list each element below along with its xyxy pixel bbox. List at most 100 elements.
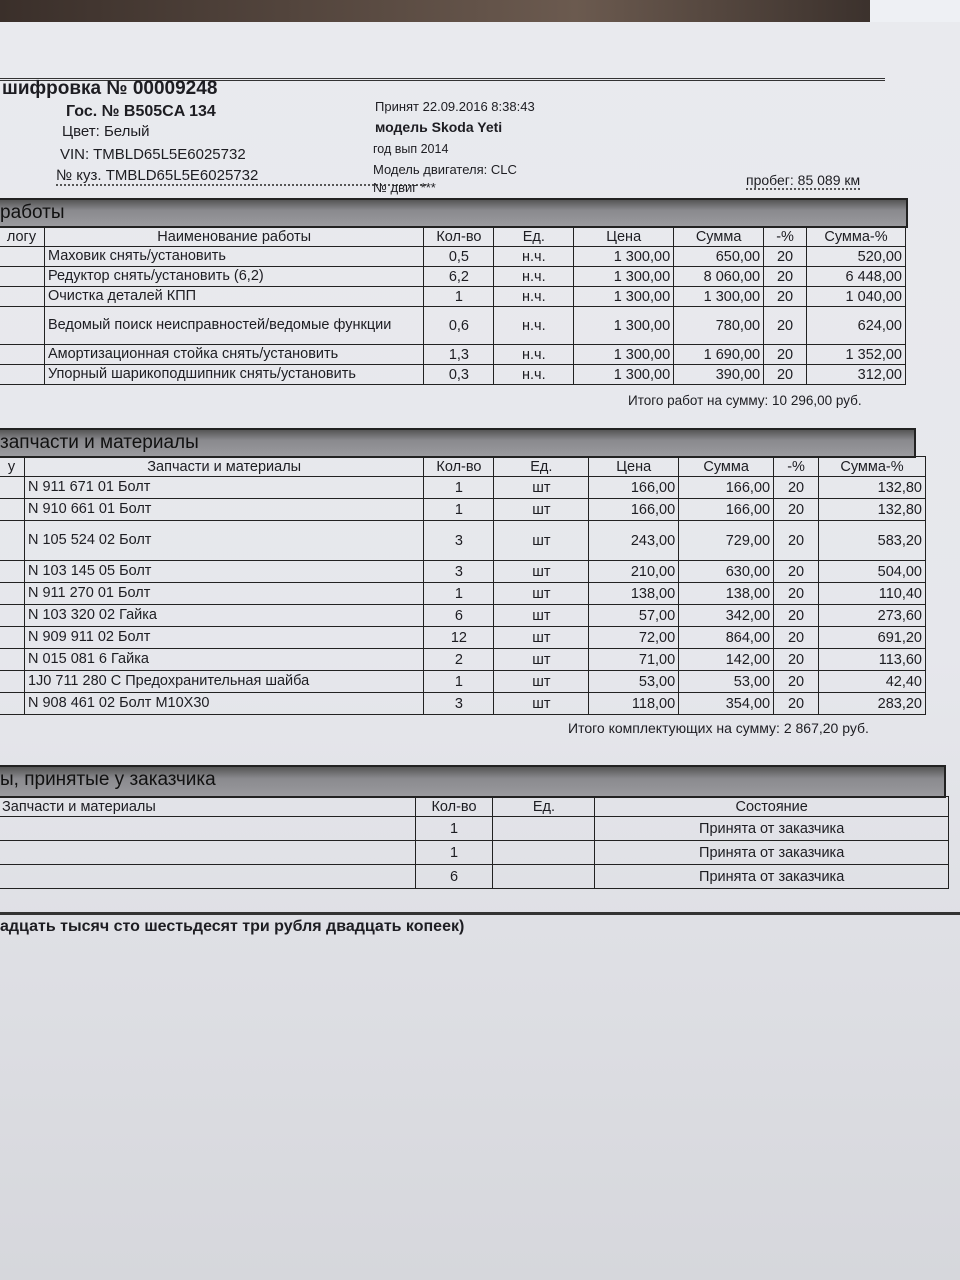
table-cell: 166,00: [678, 476, 775, 499]
body-number: № куз. TMBLD65L5E6025732: [56, 167, 426, 186]
table-cell: 312,00: [806, 364, 906, 385]
table-cell: 20: [763, 364, 808, 385]
table-cell: [492, 864, 596, 889]
table-cell: 1 300,00: [573, 364, 675, 385]
column-header: Сумма: [673, 226, 765, 247]
table-cell: N 911 671 01 Болт: [23, 476, 425, 499]
table-cell: 1: [423, 498, 495, 521]
engine-model: Модель двигателя: CLC: [373, 162, 517, 177]
table-row: Амортизационная стойка снять/установить 1…: [0, 344, 906, 365]
header-row: у Запчасти и материалы Кол-во Ед. Цена Сумма -…: [0, 456, 926, 477]
column-header: -%: [763, 226, 808, 247]
table-cell: N 910 661 01 Болт: [23, 498, 425, 521]
table-cell: 20: [763, 306, 808, 345]
column-header: Кол-во: [423, 226, 495, 247]
table-cell: 1: [414, 816, 494, 841]
table-cell: 20: [763, 344, 808, 365]
table-cell: 20: [763, 286, 808, 307]
table-cell: 210,00: [588, 560, 680, 583]
table-cell: [0, 582, 25, 605]
table-cell: 132,80: [818, 476, 926, 499]
table-cell: 1: [414, 840, 494, 865]
table-row: 1 Принята от заказчика: [0, 816, 949, 841]
table-cell: 6 448,00: [806, 266, 906, 287]
header-row: Запчасти и материалы Кол-во Ед. Состояние: [0, 796, 949, 817]
vin: VIN: TMBLD65L5E6025732: [60, 146, 246, 163]
table-cell: Амортизационная стойка снять/установить: [43, 344, 425, 365]
table-cell: 142,00: [678, 648, 775, 671]
table-cell: 342,00: [678, 604, 775, 627]
header-rule: [0, 78, 885, 81]
table-row: N 103 145 05 Болт 3 шт 210,00 630,00 20 504,00: [0, 560, 926, 583]
table-cell: 0,3: [423, 364, 495, 385]
table-cell: 20: [763, 266, 808, 287]
table-cell: шт: [493, 520, 590, 561]
table-row: N 015 081 6 Гайка 2 шт 71,00 142,00 20 113,60: [0, 648, 926, 671]
table-cell: 132,80: [818, 498, 926, 521]
column-header: логу: [0, 226, 45, 247]
parts-table: у Запчасти и материалы Кол-во Ед. Цена Сумма -…: [0, 456, 926, 715]
table-cell: Ведомый поиск неисправностей/ведомые фун…: [43, 306, 425, 345]
table-cell: [0, 864, 416, 889]
table-cell: [0, 816, 416, 841]
table-row: 6 Принята от заказчика: [0, 864, 949, 889]
table-cell: Маховик снять/установить: [43, 246, 425, 267]
column-header: Наименование работы: [43, 226, 425, 247]
table-cell: 42,40: [818, 670, 926, 693]
accepted-date: Принят 22.09.2016 8:38:43: [375, 99, 535, 114]
table-cell: н.ч.: [493, 306, 575, 345]
footer-rule: [0, 912, 960, 915]
table-cell: Принята от заказчика: [594, 864, 949, 889]
table-cell: 72,00: [588, 626, 680, 649]
column-header: Запчасти и материалы: [23, 456, 425, 477]
table-cell: N 911 270 01 Болт: [23, 582, 425, 605]
table-cell: 110,40: [818, 582, 926, 605]
table-cell: 166,00: [588, 476, 680, 499]
table-cell: 20: [773, 648, 820, 671]
parts-section-header: запчасти и материалы: [0, 428, 916, 458]
table-cell: [0, 266, 45, 287]
table-cell: шт: [493, 626, 590, 649]
table-cell: 1 300,00: [673, 286, 765, 307]
table-cell: н.ч.: [493, 344, 575, 365]
table-cell: 20: [773, 560, 820, 583]
table-cell: 6,2: [423, 266, 495, 287]
table-row: N 908 461 02 Болт M10X30 3 шт 118,00 354,00 2…: [0, 692, 926, 715]
table-cell: [492, 840, 596, 865]
table-cell: 390,00: [673, 364, 765, 385]
table-cell: шт: [493, 692, 590, 715]
table-cell: [0, 692, 25, 715]
table-cell: [0, 364, 45, 385]
table-cell: шт: [493, 582, 590, 605]
table-row: N 105 524 02 Болт 3 шт 243,00 729,00 20 583,20: [0, 520, 926, 561]
table-cell: н.ч.: [493, 246, 575, 267]
parts-title: запчасти и материалы: [0, 432, 199, 453]
table-row: Редуктор снять/установить (6,2) 6,2 н.ч. 1 …: [0, 266, 906, 287]
table-cell: [0, 626, 25, 649]
parts-total: Итого комплектующих на сумму: 2 867,20 р…: [568, 720, 869, 736]
paper-edge: [870, 0, 960, 24]
table-row: N 911 270 01 Болт 1 шт 138,00 138,00 20 110,40: [0, 582, 926, 605]
column-header: Запчасти и материалы: [0, 796, 416, 817]
table-cell: шт: [493, 476, 590, 499]
table-cell: 1 040,00: [806, 286, 906, 307]
table-cell: Очистка деталей КПП: [43, 286, 425, 307]
table-cell: [0, 286, 45, 307]
table-cell: 57,00: [588, 604, 680, 627]
table-cell: 71,00: [588, 648, 680, 671]
table-cell: 1 300,00: [573, 344, 675, 365]
table-cell: Редуктор снять/установить (6,2): [43, 266, 425, 287]
table-cell: 12: [423, 626, 495, 649]
document-title: шифровка № 00009248: [2, 78, 218, 99]
works-total: Итого работ на сумму: 10 296,00 руб.: [628, 393, 862, 408]
table-cell: 20: [763, 246, 808, 267]
table-cell: шт: [493, 604, 590, 627]
engine-number: № двиг ***: [373, 180, 436, 195]
table-cell: 1 300,00: [573, 306, 675, 345]
table-cell: [0, 520, 25, 561]
table-cell: [0, 670, 25, 693]
table-cell: 138,00: [678, 582, 775, 605]
table-cell: 864,00: [678, 626, 775, 649]
table-cell: 1,3: [423, 344, 495, 365]
table-cell: 6: [414, 864, 494, 889]
